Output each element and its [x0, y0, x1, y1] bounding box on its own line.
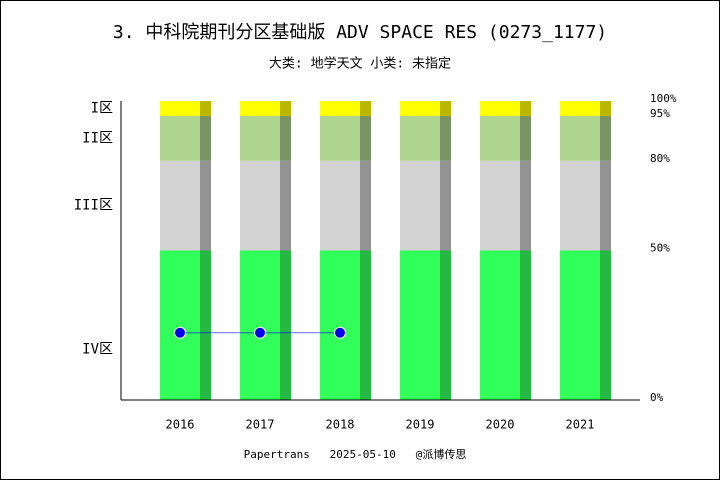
y-tick-label: 95%	[650, 107, 670, 120]
bar-segment	[320, 115, 371, 161]
bar-segment	[320, 101, 371, 116]
chart-title: 3. 中科院期刊分区基础版 ADV SPACE RES (0273_1177)	[113, 22, 607, 43]
x-tick-label: 2016	[166, 418, 195, 432]
zone-label: IV区	[82, 341, 113, 357]
x-tick-label: 2020	[486, 418, 515, 432]
bar-segment	[480, 160, 531, 251]
bar-segment	[480, 101, 531, 116]
bar-segment	[160, 160, 211, 251]
zone-label: III区	[74, 198, 113, 214]
bar-segment	[400, 160, 451, 251]
x-tick-label: 2019	[406, 418, 435, 432]
bar-segment	[560, 101, 611, 116]
bar-segment	[480, 250, 531, 400]
bar-segment	[160, 101, 211, 116]
bar-segment	[400, 250, 451, 400]
footer: Papertrans 2025-05-10 @派博传思	[244, 448, 467, 461]
x-tick-label: 2018	[326, 418, 355, 432]
line-point	[334, 326, 346, 339]
bar-segment	[240, 101, 291, 116]
zone-label: I区	[91, 100, 113, 116]
chart-subtitle: 大类: 地学天文 小类: 未指定	[269, 56, 451, 72]
bar-segment	[160, 250, 211, 400]
line-point	[254, 326, 266, 339]
line-point	[174, 326, 186, 339]
bar-segment	[320, 250, 371, 400]
zone-label: II区	[82, 130, 113, 146]
y-tick-label: 80%	[650, 152, 670, 165]
bar-segment	[240, 160, 291, 251]
bar-segment	[560, 160, 611, 251]
bar-segment	[400, 115, 451, 161]
y-tick-label: 50%	[650, 242, 670, 255]
bar-segment	[560, 115, 611, 161]
y-tick-label: 0%	[650, 391, 664, 404]
bar-segment	[320, 160, 371, 251]
bar-segment	[400, 101, 451, 116]
bar-segment	[160, 115, 211, 161]
y-tick-label: 100%	[650, 92, 677, 105]
bar-segment	[240, 250, 291, 400]
bar-segment	[560, 250, 611, 400]
x-tick-label: 2021	[566, 418, 595, 432]
x-tick-label: 2017	[246, 418, 275, 432]
bar-segment	[480, 115, 531, 161]
bar-segment	[240, 115, 291, 161]
